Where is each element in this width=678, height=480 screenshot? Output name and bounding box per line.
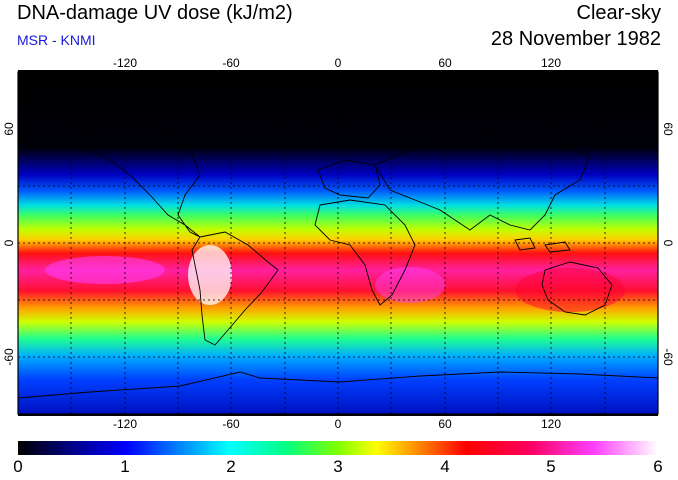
lat-label-left: 0 <box>2 239 16 246</box>
source-label: MSR - KNMI <box>17 32 96 48</box>
lon-label-bottom: -120 <box>113 417 137 431</box>
map-title: DNA-damage UV dose (kJ/m2) <box>17 2 293 24</box>
lat-label-left: -60 <box>2 348 16 366</box>
lat-label-right: 0 <box>661 240 675 247</box>
lon-label-bottom: 0 <box>335 417 342 431</box>
colorbar <box>18 441 658 455</box>
lon-label-bottom: 120 <box>541 417 561 431</box>
south-africa-uv <box>375 267 445 303</box>
map-border <box>17 71 659 415</box>
colorbar-label: 0 <box>13 457 23 476</box>
australia-uv <box>515 268 625 312</box>
colorbar-label: 5 <box>546 457 556 476</box>
lat-label-right: -60 <box>661 348 675 366</box>
lat-label-right: 60 <box>661 122 675 136</box>
graticule <box>18 72 658 414</box>
lon-label-top: 120 <box>541 56 561 70</box>
lon-label-bottom: -60 <box>222 417 240 431</box>
colorbar-label: 2 <box>226 457 236 476</box>
sky-condition-label: Clear-sky <box>576 2 661 24</box>
lon-label-top: -120 <box>113 56 137 70</box>
lon-label-bottom: 60 <box>438 417 452 431</box>
lon-label-top: -60 <box>222 56 240 70</box>
colorbar-label: 1 <box>120 457 130 476</box>
lon-label-top: 0 <box>335 56 342 70</box>
date-label: 28 November 1982 <box>490 28 661 50</box>
lat-label-left: 60 <box>2 122 16 136</box>
pacific-high-uv <box>45 256 165 284</box>
lon-label-top: 60 <box>438 56 452 70</box>
andes-high-uv <box>188 245 232 305</box>
colorbar-label: 3 <box>333 457 343 476</box>
colorbar-label: 4 <box>440 457 450 476</box>
colorbar-label: 6 <box>653 457 663 476</box>
